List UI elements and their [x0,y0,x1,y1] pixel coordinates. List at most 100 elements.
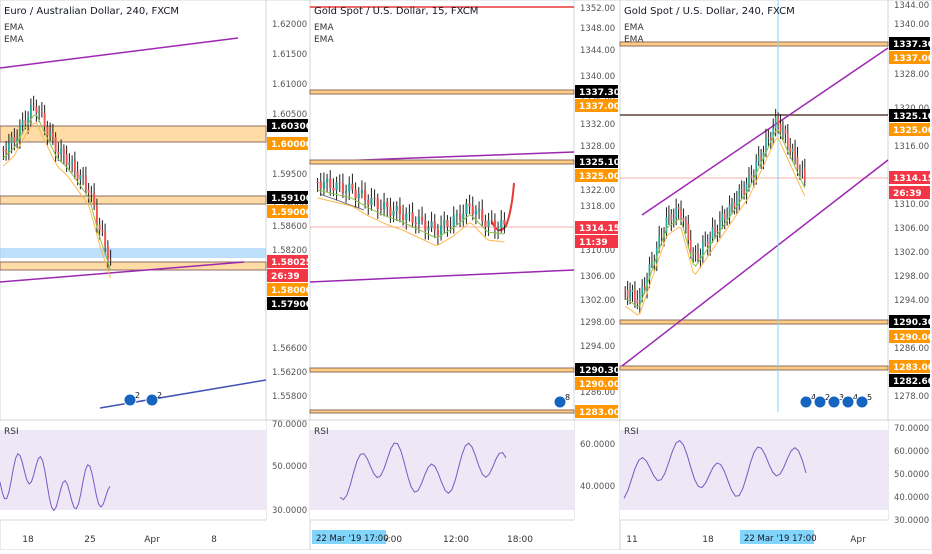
candle-body [680,209,682,218]
candle-body [73,160,76,172]
y-tick-label: 1352.00 [580,4,615,14]
supply-zone [0,195,267,205]
candle-body [16,139,19,143]
event-flag-icon [123,393,137,407]
candle-body [803,168,806,181]
x-tick-label: 25 [84,535,95,545]
candle-body [500,220,503,229]
candle-body [752,175,755,179]
level-1337 [309,89,575,95]
price-label: 1283.00 [893,363,932,373]
candle-body [106,245,109,260]
candle-body [401,214,405,220]
candle-body [692,252,695,254]
y-tick-label: 1348.00 [580,24,615,34]
price-label: 1282.60 [893,377,932,387]
candle-body [465,203,468,214]
candle-body [329,178,332,188]
price-label: 1337.00 [893,54,932,64]
candle-body [702,242,704,255]
y-tick-label: 1.61000 [272,80,307,90]
price-label: 26:39 [271,272,300,282]
candle-body [784,129,787,134]
price-label: 1314.15 [579,224,620,234]
candle-body [704,241,707,243]
y-tick-label: 1.58200 [272,246,307,256]
candle-body [487,220,490,227]
candle-body [767,137,770,139]
price-label: 1.60300 [271,122,312,132]
y-tick-label: 1.56600 [272,344,307,354]
candle-body [794,148,796,157]
price-label: 1337.30 [893,40,932,50]
candle-body [719,221,721,233]
rsi-y-tick: 40.0000 [894,493,929,503]
rsi-y-tick: 60.0000 [894,447,929,457]
candle-body [750,175,753,179]
candle-body [18,125,21,140]
candle-body [755,161,758,176]
candle-body [370,197,373,206]
x-tick-label: 18 [22,535,34,545]
candle-body [685,221,687,224]
x-tick-label: 6:00 [382,535,402,545]
candle-body [411,212,414,223]
candle-body [417,216,421,225]
candle-body [433,221,436,230]
candle-body [84,176,87,190]
y-tick-label: 1340.00 [580,72,615,82]
candle-body [665,217,668,233]
price-label-box [889,330,930,343]
y-tick-label: 1278.00 [894,392,929,402]
rsi-band [310,430,574,510]
candle-body [748,175,750,184]
rsi-line [623,439,807,499]
price-label-box [575,85,618,98]
candle-body [462,213,465,220]
candle-body [32,105,35,107]
candle-body [24,120,27,125]
price-label: 1290.00 [579,380,620,390]
candle-body [643,287,646,289]
candle-body [728,204,731,217]
chart-panel-1: Euro / Australian Dollar, 240, FXCM EMA EM… [0,0,312,551]
price-label-box [267,119,308,132]
candle-body [351,183,354,190]
level-1283 [619,365,889,371]
price-label-box [889,123,930,136]
candle-body [774,117,777,129]
candle-body [641,287,644,294]
price-label-box [889,109,930,122]
candle-body [354,189,357,199]
price-label-box [889,186,930,199]
y-tick-label: 1328.00 [580,142,615,152]
price-label: 1.58025 [271,258,312,268]
price-label: 1290.30 [893,318,932,328]
candle-body [373,197,376,199]
x-tick-label: 18 [702,535,714,545]
candle-body [13,136,16,143]
candle-body [468,203,471,207]
y-tick-label: 1.55800 [272,392,307,402]
candle-body [95,205,98,225]
candle-body [57,151,60,155]
y-tick-label: 1322.00 [580,186,615,196]
rsi-band [620,430,888,510]
candle-body [54,137,57,152]
candle-body [631,289,634,292]
price-label-box [575,363,618,376]
candle-body [98,224,101,231]
candle-body [71,160,74,163]
candle-body [743,190,745,194]
candle-body [38,112,41,114]
trendline-lower [0,261,245,283]
candle-body [68,162,71,165]
candle-body [424,220,427,231]
candle-body [716,230,719,233]
indicator-label: EMA [4,35,24,45]
channel-upper [641,47,889,216]
candle-body [791,148,794,152]
candle-body [322,181,326,189]
candle-body [62,148,65,155]
candle-body [658,235,661,248]
